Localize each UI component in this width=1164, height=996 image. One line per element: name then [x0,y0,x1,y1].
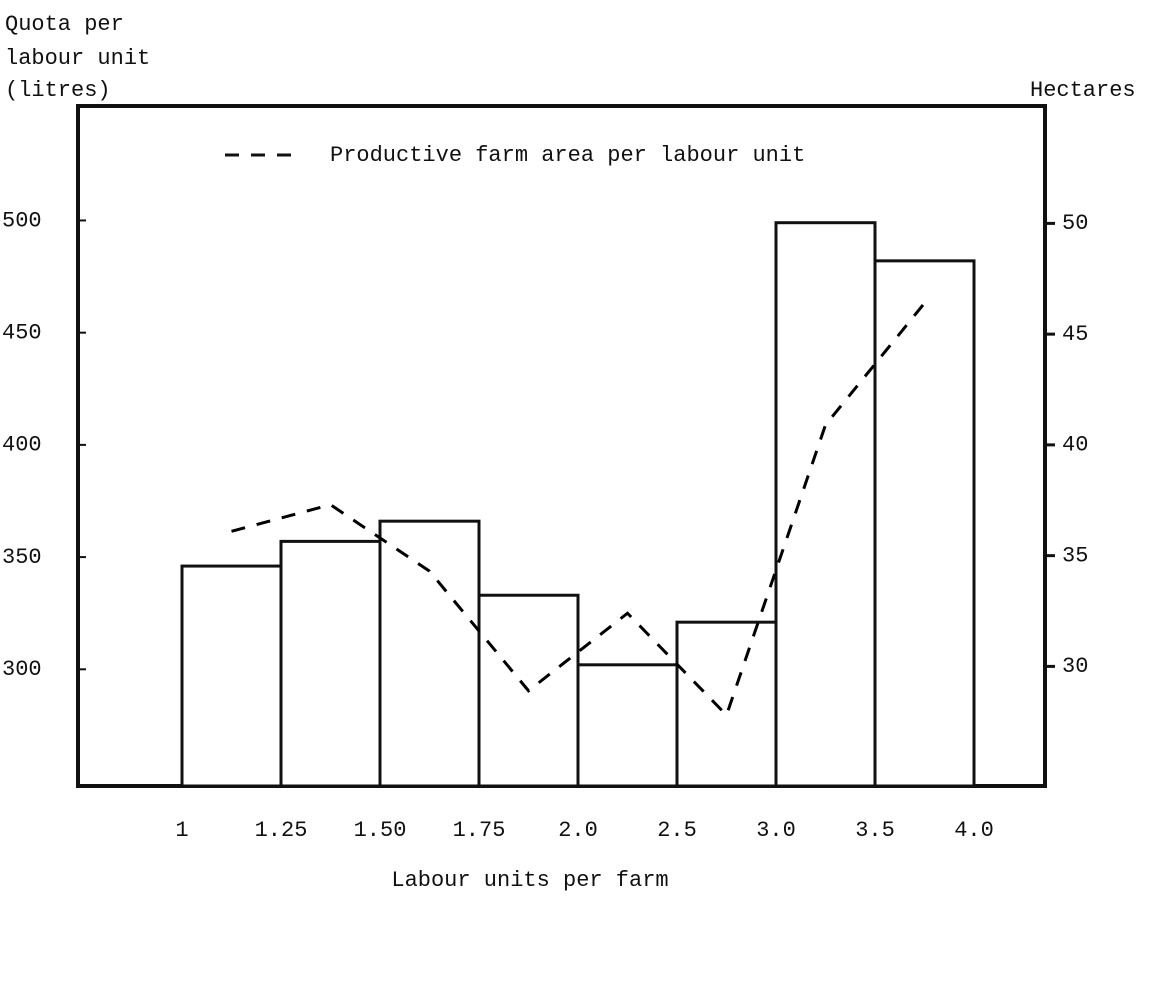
y-tick-label: 450 [2,320,42,345]
x-axis-label: Labour units per farm [391,868,668,893]
y-tick-label: 350 [2,545,42,570]
bar [873,259,976,788]
bar [675,620,778,788]
bar [378,519,481,788]
x-tick-label: 1.50 [354,818,407,843]
y2-tick-label: 35 [1062,543,1088,568]
x-tick-label: 2.0 [558,818,598,843]
y-axis-label: labour unit [5,46,150,71]
x-tick-label: 1 [175,818,188,843]
x-tick-label: 4.0 [954,818,994,843]
x-tick-label: 3.5 [855,818,895,843]
bar [279,539,382,788]
y-axis-label: (litres) [5,78,111,103]
y2-axis-label: Hectares [1030,78,1136,103]
x-tick-label: 1.25 [255,818,308,843]
y2-tick-label: 30 [1062,654,1088,679]
x-tick-label: 2.5 [657,818,697,843]
legend-label: Productive farm area per labour unit [330,143,805,168]
y-tick-label: 400 [2,433,42,458]
y-tick-label: 500 [2,208,42,233]
y2-tick-label: 45 [1062,322,1088,347]
bar [180,564,283,788]
y2-tick-label: 50 [1062,211,1088,236]
y-tick-label: 300 [2,657,42,682]
bar [774,221,877,788]
bar [576,663,679,788]
x-tick-label: 3.0 [756,818,796,843]
y-axis-label: Quota per [5,12,124,37]
x-tick-label: 1.75 [453,818,506,843]
y2-tick-label: 40 [1062,433,1088,458]
